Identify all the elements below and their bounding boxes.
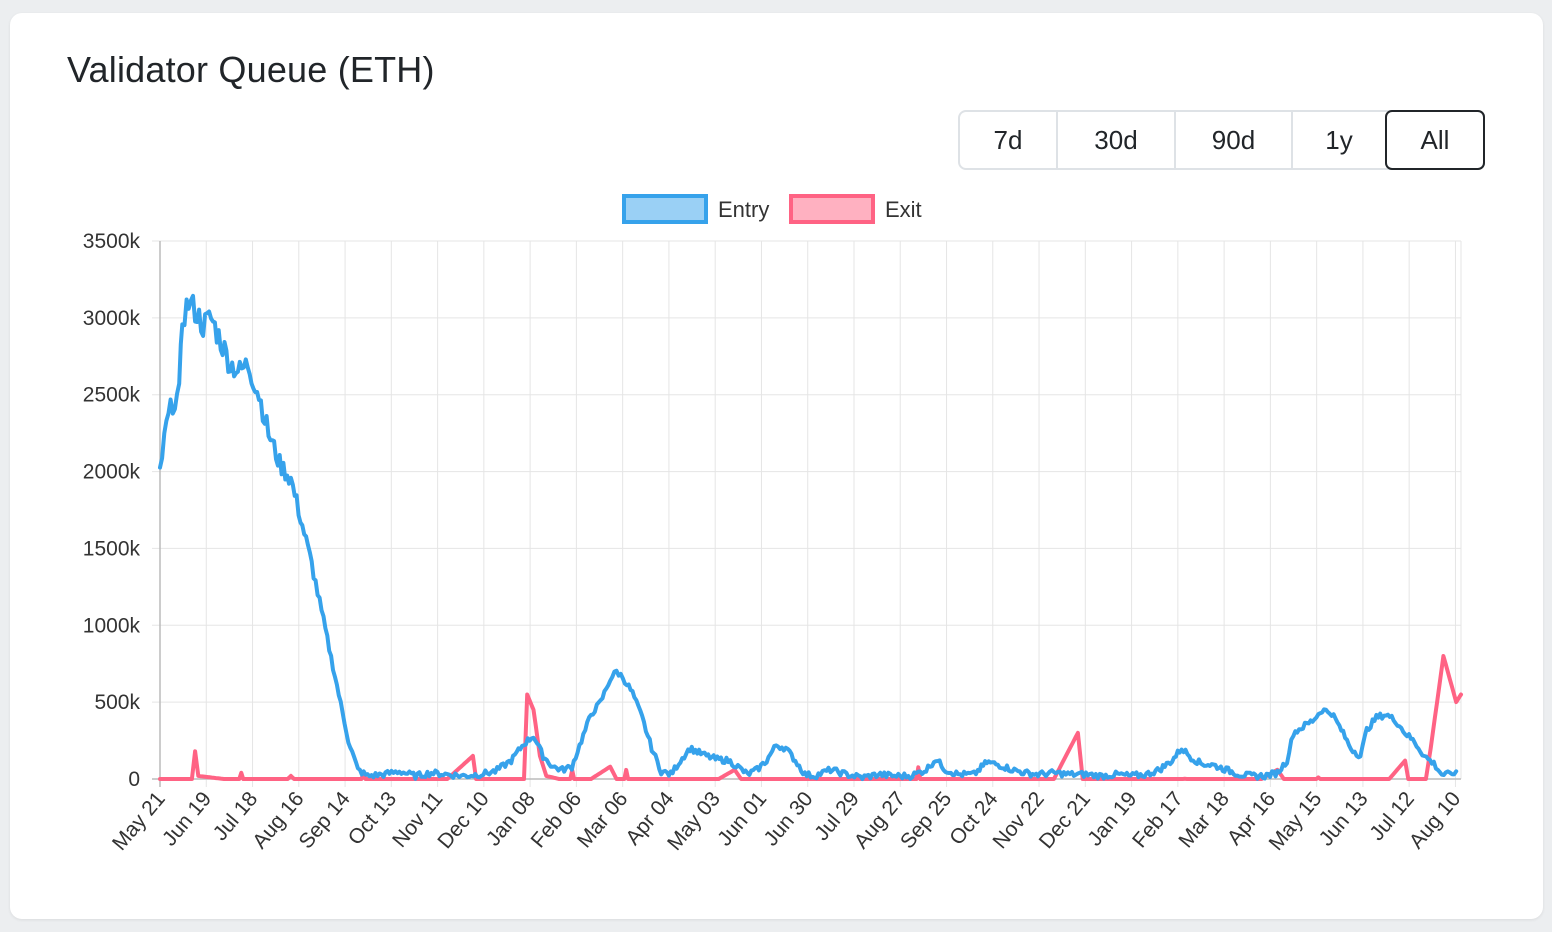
series-line-entry bbox=[158, 293, 1459, 781]
y-tick-label: 1000k bbox=[83, 614, 141, 637]
y-tick-label: 0 bbox=[128, 768, 140, 791]
y-tick-label: 3500k bbox=[83, 230, 141, 253]
legend-swatch-entry bbox=[622, 194, 708, 224]
y-tick-label: 2500k bbox=[83, 384, 141, 407]
range-1y-button[interactable]: 1y bbox=[1291, 112, 1385, 168]
y-tick-label: 500k bbox=[94, 691, 140, 714]
x-tick-label: Sep 14 bbox=[294, 787, 355, 853]
range-90d-button[interactable]: 90d bbox=[1174, 112, 1291, 168]
x-tick-label: Jun 01 bbox=[713, 787, 771, 850]
y-tick-label: 2000k bbox=[83, 461, 141, 484]
range-7d-button[interactable]: 7d bbox=[960, 112, 1056, 168]
x-tick-label: Mar 18 bbox=[1174, 787, 1234, 852]
x-tick-label: Feb 06 bbox=[527, 787, 587, 852]
x-tick-label: Mar 06 bbox=[573, 787, 633, 852]
legend-label-exit: Exit bbox=[885, 197, 922, 222]
x-tick-label: Jun 13 bbox=[1315, 787, 1373, 850]
x-tick-label: Dec 10 bbox=[433, 787, 493, 853]
legend-swatch-exit bbox=[789, 194, 875, 224]
x-tick-label: Aug 10 bbox=[1405, 787, 1465, 853]
chart-title: Validator Queue (ETH) bbox=[67, 49, 435, 90]
time-range-selector: 7d 30d 90d 1y All bbox=[958, 110, 1485, 170]
x-tick-label: Sep 25 bbox=[896, 787, 956, 853]
x-tick-label: Dec 21 bbox=[1035, 787, 1095, 853]
y-tick-label: 1500k bbox=[83, 537, 141, 560]
x-tick-label: Jun 30 bbox=[759, 787, 817, 850]
range-30d-button[interactable]: 30d bbox=[1056, 112, 1174, 168]
x-tick-label: Feb 17 bbox=[1128, 787, 1188, 852]
legend-label-entry: Entry bbox=[718, 197, 769, 222]
range-all-button[interactable]: All bbox=[1385, 110, 1485, 170]
validator-queue-card: Validator Queue (ETH) 7d 30d 90d 1y All bbox=[10, 13, 1543, 919]
x-tick-label: Jun 19 bbox=[158, 787, 216, 850]
y-tick-label: 3000k bbox=[83, 307, 141, 330]
x-tick-label: May 21 bbox=[108, 787, 170, 855]
